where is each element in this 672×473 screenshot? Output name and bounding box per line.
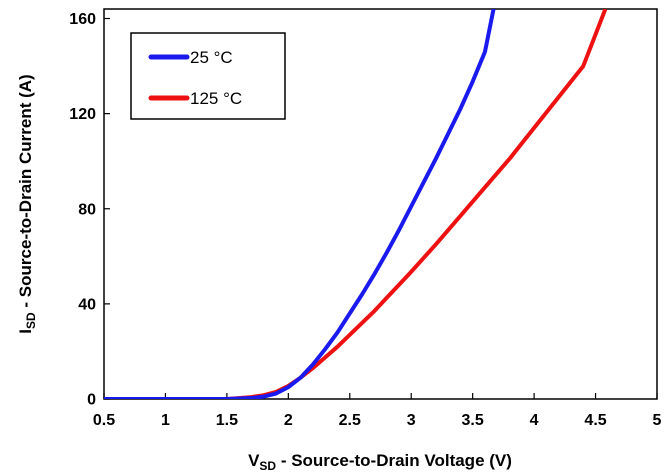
y-tick-label: 40 <box>78 296 96 313</box>
x-tick-label: 4 <box>530 412 539 429</box>
y-tick-label: 0 <box>87 392 96 409</box>
x-tick-label: 2.5 <box>339 412 361 429</box>
legend: 25 °C 125 °C <box>130 32 286 120</box>
y-axis-title: ISD - Source-to-Drain Current (A) <box>16 74 38 333</box>
x-tick-label: 3.5 <box>462 412 484 429</box>
series-lines <box>104 9 608 399</box>
x-tick-label: 1.5 <box>216 412 238 429</box>
x-axis-title: VSD - Source-to-Drain Voltage (V) <box>248 451 512 473</box>
y-tick-label: 120 <box>69 106 96 123</box>
legend-label-25c: 25 °C <box>190 48 233 67</box>
x-tick-label: 5 <box>653 412 662 429</box>
x-tick-label: 2 <box>284 412 293 429</box>
y-axis-ticks: 0 40 80 120 160 <box>69 11 110 409</box>
legend-label-125c: 125 °C <box>190 89 242 108</box>
x-axis-ticks: 0.5 1 1.5 2 2.5 3 3.5 4 4.5 5 <box>93 393 662 429</box>
legend-box <box>130 32 286 120</box>
y-tick-label: 160 <box>69 11 96 28</box>
x-tick-label: 0.5 <box>93 412 115 429</box>
x-tick-label: 3 <box>407 412 416 429</box>
x-tick-label: 4.5 <box>584 412 606 429</box>
y-tick-label: 80 <box>78 201 96 218</box>
series-line-25c <box>104 9 496 399</box>
x-tick-label: 1 <box>161 412 170 429</box>
